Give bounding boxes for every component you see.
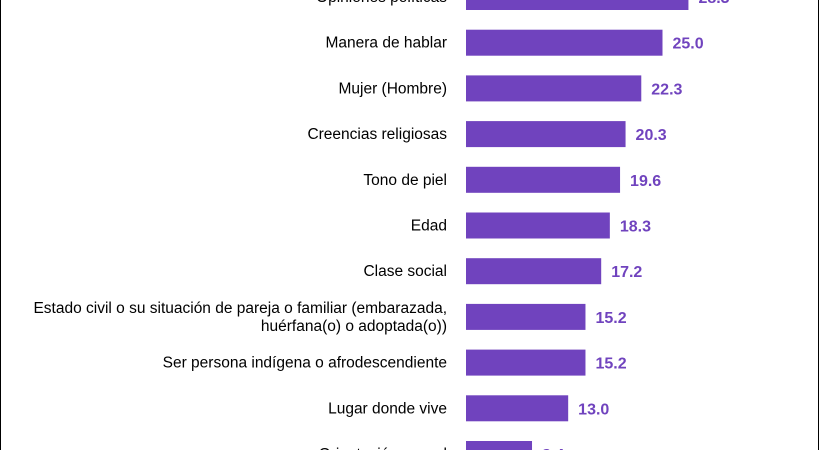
category-label: Ser persona indígena o afrodescendiente — [163, 355, 447, 372]
value-label: 15.2 — [595, 356, 626, 373]
bar — [466, 395, 569, 422]
bar — [466, 121, 626, 148]
category-label: huérfana(o) o adoptada(o)) — [261, 318, 447, 335]
category-label: Tono de piel — [363, 172, 447, 189]
category-label: Mujer (Hombre) — [338, 80, 447, 97]
bar — [466, 75, 642, 102]
bar — [466, 349, 586, 376]
bars-group — [466, 0, 689, 450]
category-label: Orientación sexual — [319, 446, 447, 450]
category-label: Opiniones políticas — [316, 0, 447, 6]
value-label: 28.3 — [698, 0, 729, 7]
bar — [466, 29, 663, 56]
bar — [466, 258, 602, 285]
value-label: 25.0 — [673, 36, 704, 53]
category-label: Clase social — [363, 263, 447, 280]
value-label: 17.2 — [611, 264, 642, 281]
category-label: Estado civil o su situación de pareja o … — [33, 300, 447, 317]
bar — [466, 303, 586, 330]
value-label: 18.3 — [620, 219, 651, 236]
category-label: Manera de hablar — [326, 35, 448, 52]
value-label: 22.3 — [651, 81, 682, 98]
category-label: Creencias religiosas — [307, 126, 447, 143]
category-labels-group: Opiniones políticas Manera de hablar Mujer… — [33, 0, 447, 450]
category-label: Edad — [411, 218, 447, 235]
bar — [466, 441, 533, 450]
value-label: 13.0 — [578, 401, 609, 418]
category-label: Lugar donde vive — [328, 400, 447, 417]
value-label: 20.3 — [636, 127, 667, 144]
value-label: 19.6 — [630, 173, 661, 190]
bar — [466, 0, 689, 10]
bar — [466, 212, 610, 239]
value-label: 15.2 — [595, 310, 626, 327]
bar — [466, 166, 621, 193]
value-label: 8.4 — [542, 447, 564, 450]
value-labels-group: 28.3 25.0 22.3 20.3 19.6 18.3 17.2 15.2 15.2 13.0… — [542, 0, 730, 450]
